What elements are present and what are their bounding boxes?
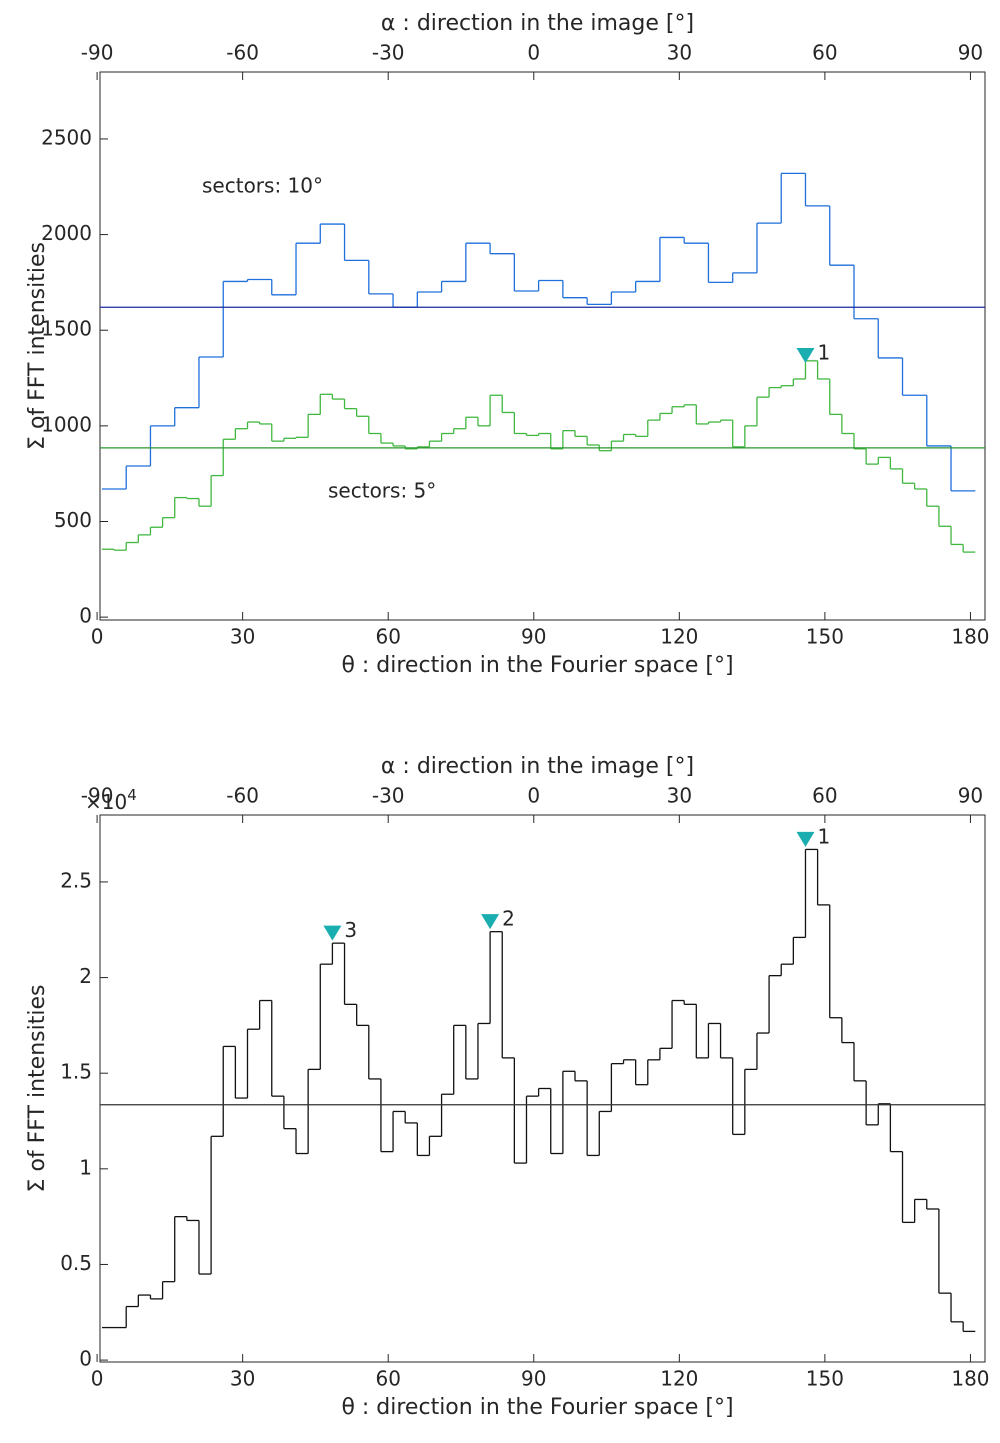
y-tick-label: 1 [79, 1155, 92, 1179]
peak-marker [323, 925, 342, 941]
x-tick-label: 120 [660, 625, 698, 649]
x2-tick-label: 30 [667, 41, 692, 65]
x-tick-label: 0 [91, 1367, 104, 1391]
peak-label: 3 [344, 918, 357, 942]
peak-label: 1 [817, 341, 830, 365]
y-tick-label: 1500 [41, 317, 92, 341]
y-axis-label: Σ of FFT intensities [25, 242, 50, 450]
y-multiplier-base: ×10 [85, 790, 127, 814]
x2-tick-label: 60 [812, 41, 837, 65]
y-axis-label: Σ of FFT intensities [25, 985, 50, 1193]
x2-tick-label: -30 [372, 784, 405, 808]
y-multiplier: ×104 [85, 786, 137, 814]
x2-tick-label: -90 [81, 784, 114, 808]
y-tick-label: 1.5 [60, 1060, 92, 1084]
x-tick-label: 60 [375, 1367, 400, 1391]
x-tick-label: 90 [521, 625, 546, 649]
x-tick-label: 150 [806, 625, 844, 649]
x2-tick-label: -60 [226, 784, 259, 808]
peak-label: 2 [502, 907, 515, 931]
x-axis-label: θ : direction in the Fourier space [°] [341, 653, 733, 678]
peak-marker [481, 914, 500, 930]
x-tick-label: 120 [660, 1367, 698, 1391]
x2-tick-label: 30 [667, 784, 692, 808]
x2-axis-label: α : direction in the image [°] [381, 754, 694, 779]
x2-tick-label: -30 [372, 41, 405, 65]
peak-marker [796, 348, 815, 364]
y-tick-label: 0 [79, 1347, 92, 1371]
y-tick-label: 2 [79, 964, 92, 988]
y-tick-label: 1000 [41, 412, 92, 436]
x-axis-label: θ : direction in the Fourier space [°] [341, 1395, 733, 1420]
y-multiplier-exp: 4 [127, 786, 137, 804]
x2-tick-label: 90 [958, 784, 983, 808]
x-tick-label: 60 [375, 625, 400, 649]
series-label: sectors: 10° [202, 174, 323, 198]
x-tick-label: 180 [951, 1367, 989, 1391]
x2-tick-label: 60 [812, 784, 837, 808]
series-label: sectors: 5° [328, 479, 436, 503]
x2-tick-label: -90 [81, 41, 114, 65]
y-tick-label: 0 [79, 604, 92, 628]
x-tick-label: 150 [806, 1367, 844, 1391]
y-tick-label: 0.5 [60, 1251, 92, 1275]
x2-tick-label: 0 [527, 41, 540, 65]
x-tick-label: 30 [230, 1367, 255, 1391]
x-tick-label: 0 [91, 625, 104, 649]
x2-tick-label: 0 [527, 784, 540, 808]
y-tick-label: 500 [54, 508, 92, 532]
x-tick-label: 90 [521, 1367, 546, 1391]
x2-axis-label: α : direction in the image [°] [381, 11, 694, 36]
x-tick-label: 180 [951, 625, 989, 649]
y-tick-label: 2000 [41, 221, 92, 245]
axes-box [99, 71, 986, 621]
peak-marker [796, 831, 815, 847]
y-tick-label: 2500 [41, 125, 92, 149]
x2-tick-label: 90 [958, 41, 983, 65]
x2-tick-label: -60 [226, 41, 259, 65]
y-tick-label: 2.5 [60, 868, 92, 892]
peak-label: 1 [817, 824, 830, 848]
axes-box [99, 814, 986, 1363]
x-tick-label: 30 [230, 625, 255, 649]
